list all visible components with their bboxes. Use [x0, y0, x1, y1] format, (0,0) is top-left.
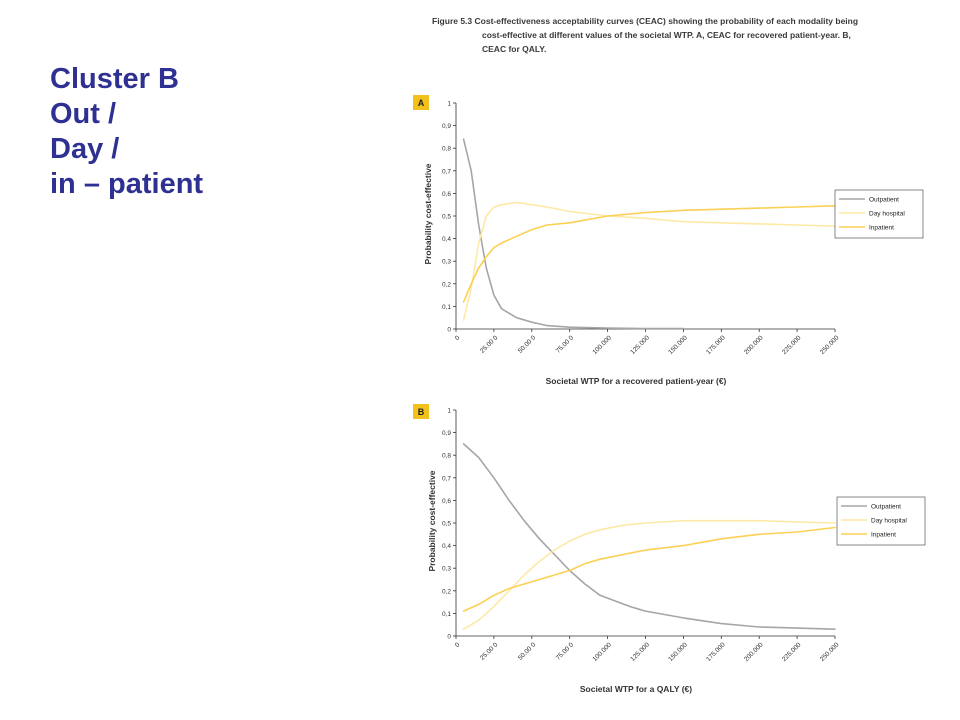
slide-title-line: Cluster B	[50, 63, 179, 95]
panel-label: B	[418, 407, 425, 417]
ceac-panel-a: A 0 0,1 0,2 0,3 0,4 0,5 0,6 0,7 0,8 0,9 1 0 25.00 0 50…	[413, 95, 924, 386]
legend-label-day-hospital: Day hospital	[871, 518, 907, 525]
slide-title-line: in – patient	[50, 168, 204, 200]
figure-caption-line: cost-effective at different values of th…	[482, 30, 851, 40]
y-tick-label: 0,8	[442, 146, 451, 153]
x-tick-label: 250.000	[819, 641, 841, 663]
y-tick-label: 0	[447, 327, 451, 334]
legend-label-inpatient: Inpatient	[871, 532, 896, 539]
ceac-panel-b: B 0 0,1 0,2 0,3 0,4 0,5 0,6 0,7 0,8 0,9 1 0 25.00 0 50…	[413, 404, 926, 694]
series-line-inpatient	[462, 526, 836, 612]
x-tick-label: 75.00 0	[555, 334, 576, 355]
x-tick-label: 200.000	[743, 334, 765, 356]
series-line-outpatient	[462, 443, 836, 631]
x-tick-label: 25.00 0	[479, 334, 500, 355]
y-tick-label: 0,7	[442, 475, 451, 482]
x-tick-label: 175.000	[705, 334, 727, 356]
legend-frame	[834, 189, 924, 239]
x-tick-label: 100.000	[591, 641, 613, 663]
y-tick-label: 0,5	[442, 521, 451, 528]
x-tick-label: 225.000	[781, 641, 803, 663]
y-tick-label: 0,4	[442, 543, 451, 550]
slide-title-line: Out /	[50, 98, 117, 130]
series-line-day-hospital	[462, 519, 836, 631]
legend-label-outpatient: Outpatient	[869, 197, 899, 204]
figure-label: Figure 5.3	[432, 16, 473, 26]
y-tick-label: 0,8	[442, 453, 451, 460]
panel-badge	[413, 95, 429, 110]
y-tick-label: 0,6	[442, 191, 451, 198]
y-axis-title: Probability cost-effective	[427, 470, 437, 571]
y-tick-label: 0,3	[442, 566, 451, 573]
panel-badge	[413, 404, 429, 419]
y-tick-label: 0,9	[442, 430, 451, 437]
x-tick-label: 200.000	[743, 641, 765, 663]
legend-label-outpatient: Outpatient	[871, 504, 901, 511]
series-line-inpatient	[462, 205, 836, 303]
figure-caption-line: Cost-effectiveness acceptability curves …	[474, 16, 859, 26]
y-tick-label: 0,5	[442, 214, 451, 221]
chart-legend: Outpatient Day hospital Inpatient	[834, 189, 924, 239]
panel-label: A	[418, 98, 425, 108]
x-tick-label: 225.000	[781, 334, 803, 356]
x-tick-label: 100.000	[591, 334, 613, 356]
slide-title-line: Day /	[50, 133, 120, 165]
figure-caption-line: CEAC for QALY.	[482, 44, 547, 54]
x-tick-label: 25.00 0	[479, 641, 500, 662]
y-tick-label: 0,3	[442, 259, 451, 266]
y-tick-label: 0,9	[442, 123, 451, 130]
series-line-day-hospital	[462, 201, 836, 321]
x-tick-label: 0	[454, 334, 462, 342]
y-tick-label: 1	[447, 408, 451, 415]
y-tick-label: 0,6	[442, 498, 451, 505]
chart-legend: Outpatient Day hospital Inpatient	[836, 496, 926, 546]
x-tick-label: 150.000	[667, 334, 689, 356]
figure-caption: Figure 5.3 Cost-effectiveness acceptabil…	[432, 14, 932, 56]
slide-title: Cluster B Out / Day / in – patient	[50, 62, 203, 202]
x-axis-title: Societal WTP for a recovered patient-yea…	[546, 376, 727, 386]
x-tick-label: 125.000	[629, 641, 651, 663]
x-axis-title: Societal WTP for a QALY (€)	[580, 684, 692, 694]
x-tick-label: 50.00 0	[517, 334, 538, 355]
y-tick-label: 0,2	[442, 588, 451, 595]
x-tick-label: 125.000	[629, 334, 651, 356]
y-tick-label: 0,7	[442, 168, 451, 175]
y-tick-label: 0,4	[442, 236, 451, 243]
x-tick-label: 50.00 0	[517, 641, 538, 662]
y-tick-label: 0,1	[442, 304, 451, 311]
y-axis-title: Probability cost-effective	[423, 163, 433, 264]
y-tick-label: 0	[447, 634, 451, 641]
series-line-outpatient	[462, 138, 685, 330]
x-tick-label: 0	[454, 641, 462, 649]
y-tick-label: 0,1	[442, 611, 451, 618]
y-tick-label: 1	[447, 101, 451, 108]
x-tick-label: 75.00 0	[555, 641, 576, 662]
x-tick-label: 250.000	[819, 334, 841, 356]
legend-label-day-hospital: Day hospital	[869, 211, 905, 218]
legend-frame	[836, 496, 926, 546]
x-tick-label: 150.000	[667, 641, 689, 663]
y-tick-label: 0,2	[442, 281, 451, 288]
x-tick-label: 175.000	[705, 641, 727, 663]
legend-label-inpatient: Inpatient	[869, 225, 894, 232]
